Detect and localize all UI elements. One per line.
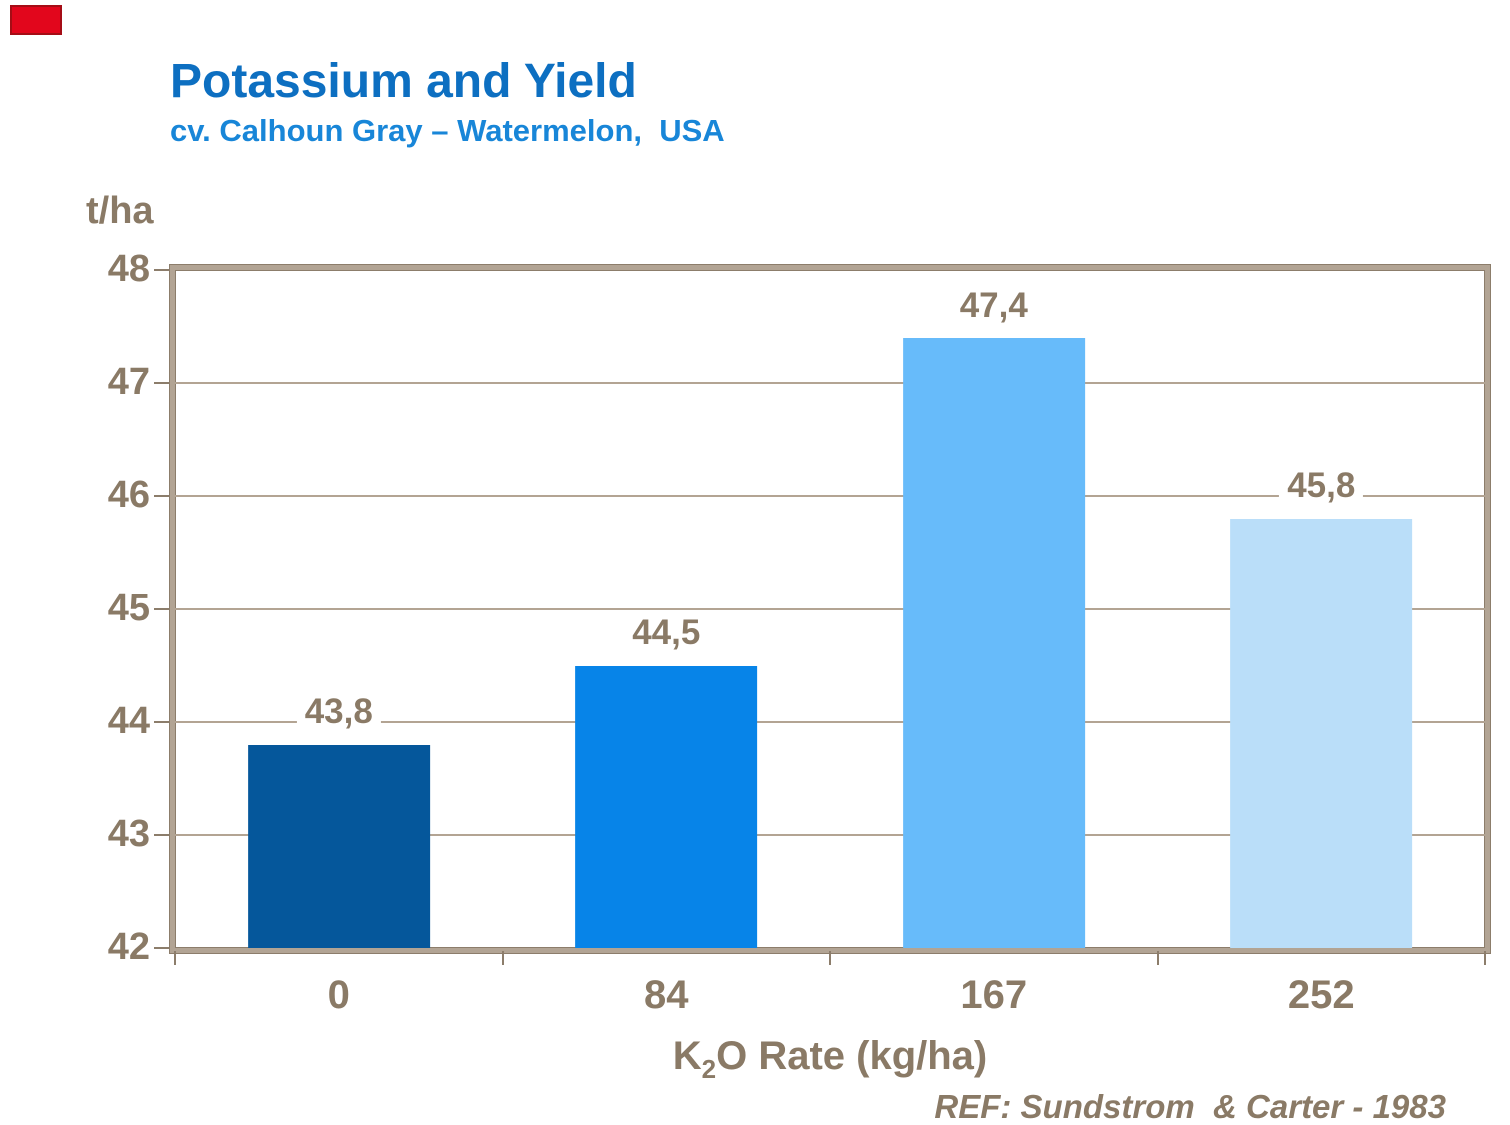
- y-tick-label-42: 42: [107, 926, 150, 969]
- x-tick-label-167: 167: [960, 973, 1028, 1017]
- y-tick-48: [154, 269, 170, 271]
- bar-value-label: 44,5: [624, 613, 709, 654]
- x-tick-label-0: 0: [327, 973, 350, 1017]
- x-axis-title-subscript: 2: [701, 1054, 717, 1084]
- y-tick-42: [154, 947, 170, 949]
- y-tick-label-48: 48: [107, 248, 150, 291]
- x-tick-1: [501, 951, 504, 965]
- bar-252: [1230, 518, 1413, 948]
- gridline-46: [175, 495, 1485, 497]
- y-tick-label-47: 47: [107, 361, 150, 404]
- x-axis-ticks: [174, 948, 1486, 966]
- bar-84: [575, 665, 758, 948]
- chart-subtitle: cv. Calhoun Gray – Watermelon, USA: [170, 113, 725, 148]
- y-tick-label-44: 44: [107, 700, 150, 743]
- x-tick-3: [1156, 951, 1159, 965]
- bar-167: [902, 337, 1085, 948]
- bar-value-label: 43,8: [296, 692, 381, 733]
- x-tick-0: [174, 951, 176, 965]
- red-corner-mark: [10, 5, 62, 35]
- y-tick-label-46: 46: [107, 474, 150, 517]
- bar-value-label: 45,8: [1279, 466, 1364, 507]
- gridlines: [175, 270, 1485, 948]
- x-tick-label-252: 252: [1287, 973, 1355, 1017]
- y-axis-tick-labels: 42 43 44 45 46 47 48: [0, 250, 150, 966]
- bar-0: [247, 744, 430, 948]
- y-axis-ticks: [153, 269, 175, 949]
- x-tick-4: [1484, 951, 1486, 965]
- x-axis-title-pre: K: [672, 1034, 702, 1078]
- y-axis-title: t/ha: [86, 190, 154, 232]
- plot-area: 43,8 44,5 47,4 45,8: [154, 265, 1490, 965]
- bar-series: [175, 270, 1485, 948]
- x-tick-2: [829, 951, 831, 965]
- gridline-44: [175, 721, 1485, 723]
- x-axis-tick-labels: 0 84 167 252: [175, 975, 1485, 1021]
- y-tick-43: [154, 834, 170, 836]
- x-axis-title-post: O Rate (kg/ha): [716, 1034, 988, 1078]
- y-tick-label-45: 45: [107, 587, 150, 630]
- gridline-45: [175, 608, 1485, 610]
- x-tick-label-84: 84: [644, 973, 689, 1017]
- chart-title: Potassium and Yield: [170, 55, 637, 108]
- bar-value-label: 47,4: [951, 285, 1036, 326]
- y-tick-47: [154, 382, 170, 384]
- y-tick-45: [154, 608, 170, 610]
- y-tick-46: [154, 495, 170, 497]
- gridline-43: [175, 834, 1485, 836]
- y-tick-label-43: 43: [107, 813, 150, 856]
- gridline-47: [175, 382, 1485, 384]
- y-tick-44: [154, 721, 170, 723]
- x-axis-title: K2O Rate (kg/ha): [170, 1034, 1490, 1082]
- reference-text: REF: Sundstrom & Carter - 1983: [934, 1088, 1446, 1125]
